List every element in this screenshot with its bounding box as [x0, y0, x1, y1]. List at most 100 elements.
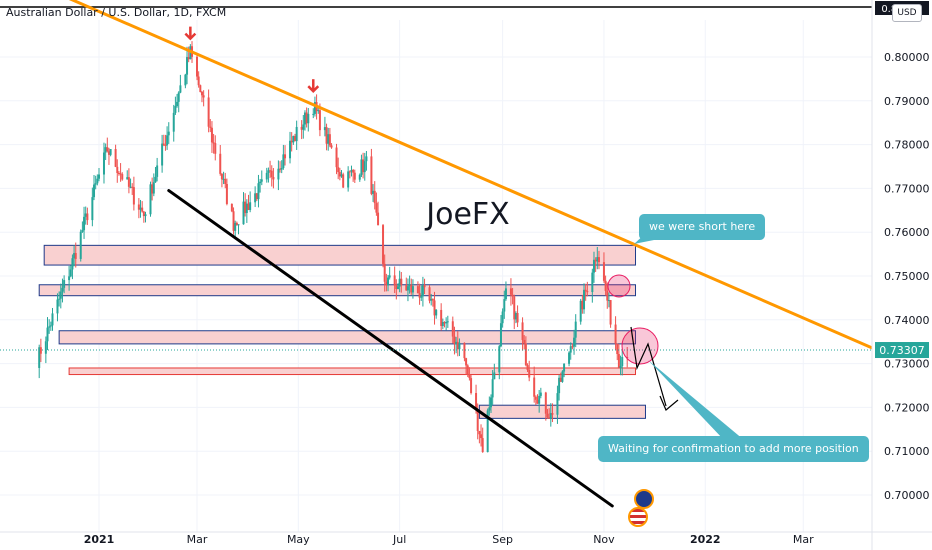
candle-body — [428, 287, 431, 301]
candle-body — [68, 276, 71, 281]
candle-body — [176, 101, 179, 107]
candle-body — [579, 300, 582, 322]
price-zone — [58, 330, 637, 345]
candle-body — [410, 284, 413, 293]
x-tick-label: Mar — [187, 533, 208, 546]
candle-body — [526, 365, 529, 370]
candle-body — [352, 170, 355, 173]
us-flag-event-icon[interactable] — [628, 507, 648, 527]
candle-body — [383, 263, 386, 282]
candle-body — [39, 347, 42, 354]
candle-body — [558, 377, 561, 394]
candle-body — [300, 126, 303, 130]
y-tick-label: 0.78000 — [884, 139, 930, 152]
candle-body — [167, 131, 170, 136]
price-zone — [38, 284, 637, 297]
candle-body — [340, 174, 343, 177]
candle-body — [478, 431, 481, 435]
descending-resistance-trendline[interactable] — [38, 0, 880, 352]
candle-body — [209, 126, 212, 128]
candle-body — [267, 170, 270, 173]
candle-body — [139, 207, 142, 210]
candle-body — [126, 177, 129, 180]
candle-body — [360, 159, 363, 175]
watermark-text: JoeFX — [424, 197, 509, 232]
x-tick-label: 2022 — [690, 533, 721, 546]
candle-body — [174, 106, 177, 113]
candle-body — [626, 357, 629, 359]
candle-body — [569, 346, 572, 353]
candle-body — [49, 325, 52, 327]
candle-body — [265, 172, 268, 180]
candle-body — [475, 393, 478, 411]
x-tick-label: Jul — [392, 533, 406, 546]
candle-body — [162, 143, 165, 145]
candle-body — [254, 193, 257, 203]
candle-body — [79, 231, 82, 259]
candle-body — [104, 147, 107, 153]
support-resistance-zones — [38, 244, 646, 419]
candle-body — [325, 127, 328, 144]
candle-body — [416, 286, 419, 294]
time-axis-bg — [0, 532, 932, 550]
candle-body — [491, 379, 494, 398]
x-tick-label: May — [287, 533, 310, 546]
candle-body — [418, 293, 421, 298]
candle-body — [106, 147, 109, 152]
candle-body — [292, 136, 295, 143]
candle-body — [220, 173, 223, 180]
candle-body — [186, 57, 189, 75]
au-flag-event-icon[interactable] — [634, 489, 654, 509]
descending-support-trendline[interactable] — [167, 189, 614, 508]
candle-body — [260, 179, 263, 182]
candle-body — [539, 392, 542, 396]
candle-body — [523, 339, 526, 344]
y-tick-label: 0.79000 — [884, 95, 930, 108]
candle-body — [219, 153, 222, 174]
candle-body — [528, 369, 531, 378]
candle-body — [370, 156, 373, 194]
y-tick-label: 0.72000 — [884, 401, 930, 414]
candle-body — [604, 280, 607, 291]
candle-body — [210, 127, 213, 143]
candle-body — [121, 174, 124, 180]
candle-body — [197, 76, 200, 86]
candle-body — [44, 341, 47, 354]
peak-arrow-head — [184, 32, 197, 41]
trendlines — [0, 0, 880, 508]
candle-body — [59, 291, 62, 299]
candle-body — [129, 186, 132, 188]
candle-body — [458, 342, 461, 350]
candle-body — [347, 171, 350, 188]
candle-body — [58, 298, 61, 300]
candle-body — [455, 341, 458, 345]
candle-body — [358, 174, 361, 180]
price-zone — [68, 367, 637, 376]
candle-body — [440, 309, 443, 327]
candle-body — [137, 204, 140, 210]
candle-body — [481, 438, 484, 453]
price-zone — [43, 244, 637, 266]
candle-body — [466, 365, 469, 375]
candle-body — [372, 190, 375, 194]
candle-body — [156, 165, 159, 177]
annotations: JoeFX — [184, 26, 744, 440]
candle-body — [230, 203, 233, 212]
candle-body — [385, 281, 388, 286]
candle-body — [586, 291, 589, 293]
candle-body — [119, 173, 122, 175]
candle-body — [305, 112, 308, 124]
candle-body — [559, 377, 562, 382]
candle-body — [295, 126, 298, 142]
candle-body — [405, 285, 408, 291]
candle-body — [152, 182, 155, 194]
candle-body — [488, 407, 491, 411]
candle-body — [606, 290, 609, 301]
candle-body — [141, 207, 144, 212]
candle-body — [617, 354, 620, 368]
candle-body — [621, 357, 624, 367]
currency-button[interactable]: USD — [892, 4, 922, 22]
candle-body — [411, 286, 414, 293]
